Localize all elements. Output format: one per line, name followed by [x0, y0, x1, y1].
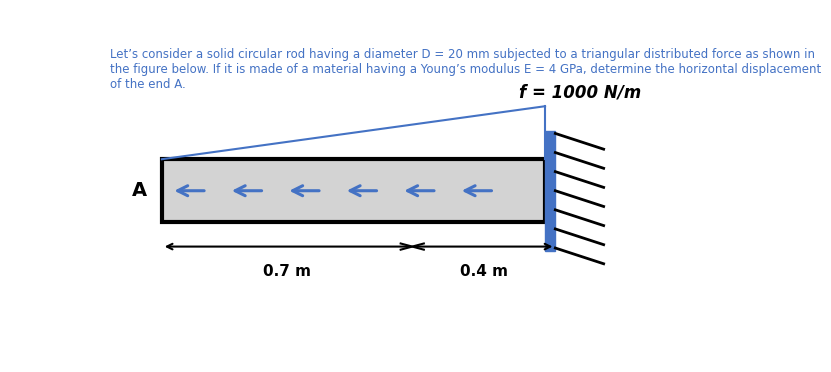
Bar [545, 131, 555, 251]
Text: 0.4 m: 0.4 m [460, 264, 508, 279]
Text: A: A [132, 181, 147, 200]
Text: Let’s consider a solid circular rod having a diameter D = 20 mm subjected to a t: Let’s consider a solid circular rod havi… [111, 48, 822, 90]
Text: 0.7 m: 0.7 m [263, 264, 311, 279]
Text: f = 1000 N/m: f = 1000 N/m [519, 84, 642, 102]
Bar [162, 159, 545, 222]
